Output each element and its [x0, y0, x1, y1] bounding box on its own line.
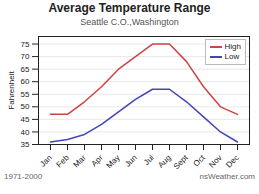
svg-text:Oct: Oct — [192, 153, 208, 169]
html-text:Low: Low — [224, 52, 240, 61]
svg-text:65: 65 — [21, 65, 30, 74]
svg-text:75: 75 — [21, 40, 30, 49]
svg-text:Nov: Nov — [207, 153, 223, 169]
svg-text:Sept: Sept — [172, 153, 191, 172]
svg-text:Dec: Dec — [224, 153, 240, 169]
html-text:nsWeather.com: nsWeather.com — [199, 172, 255, 181]
svg-text:Feb: Feb — [55, 153, 72, 170]
svg-text:50: 50 — [21, 102, 30, 111]
svg-text:35: 35 — [21, 140, 30, 149]
svg-text:Jun: Jun — [123, 153, 138, 168]
svg-text:Mar: Mar — [72, 153, 88, 169]
svg-text:Fahrenheit: Fahrenheit — [7, 71, 16, 110]
html-text:High: High — [224, 42, 241, 51]
svg-text:45: 45 — [21, 115, 30, 124]
html-text:1971-2000: 1971-2000 — [4, 172, 43, 181]
svg-text:Jul: Jul — [142, 153, 156, 167]
html-text:Seattle C.O.,Washington: Seattle C.O.,Washington — [80, 17, 179, 27]
svg-text:40: 40 — [21, 128, 30, 137]
svg-text:Jan: Jan — [38, 153, 53, 168]
svg-text:55: 55 — [21, 90, 30, 99]
svg-text:Apr: Apr — [90, 153, 105, 168]
svg-text:70: 70 — [21, 52, 30, 61]
svg-text:May: May — [105, 153, 122, 170]
svg-text:60: 60 — [21, 77, 30, 86]
html-text:Average Temperature Range: Average Temperature Range — [48, 1, 211, 15]
svg-text:Aug: Aug — [156, 153, 172, 169]
